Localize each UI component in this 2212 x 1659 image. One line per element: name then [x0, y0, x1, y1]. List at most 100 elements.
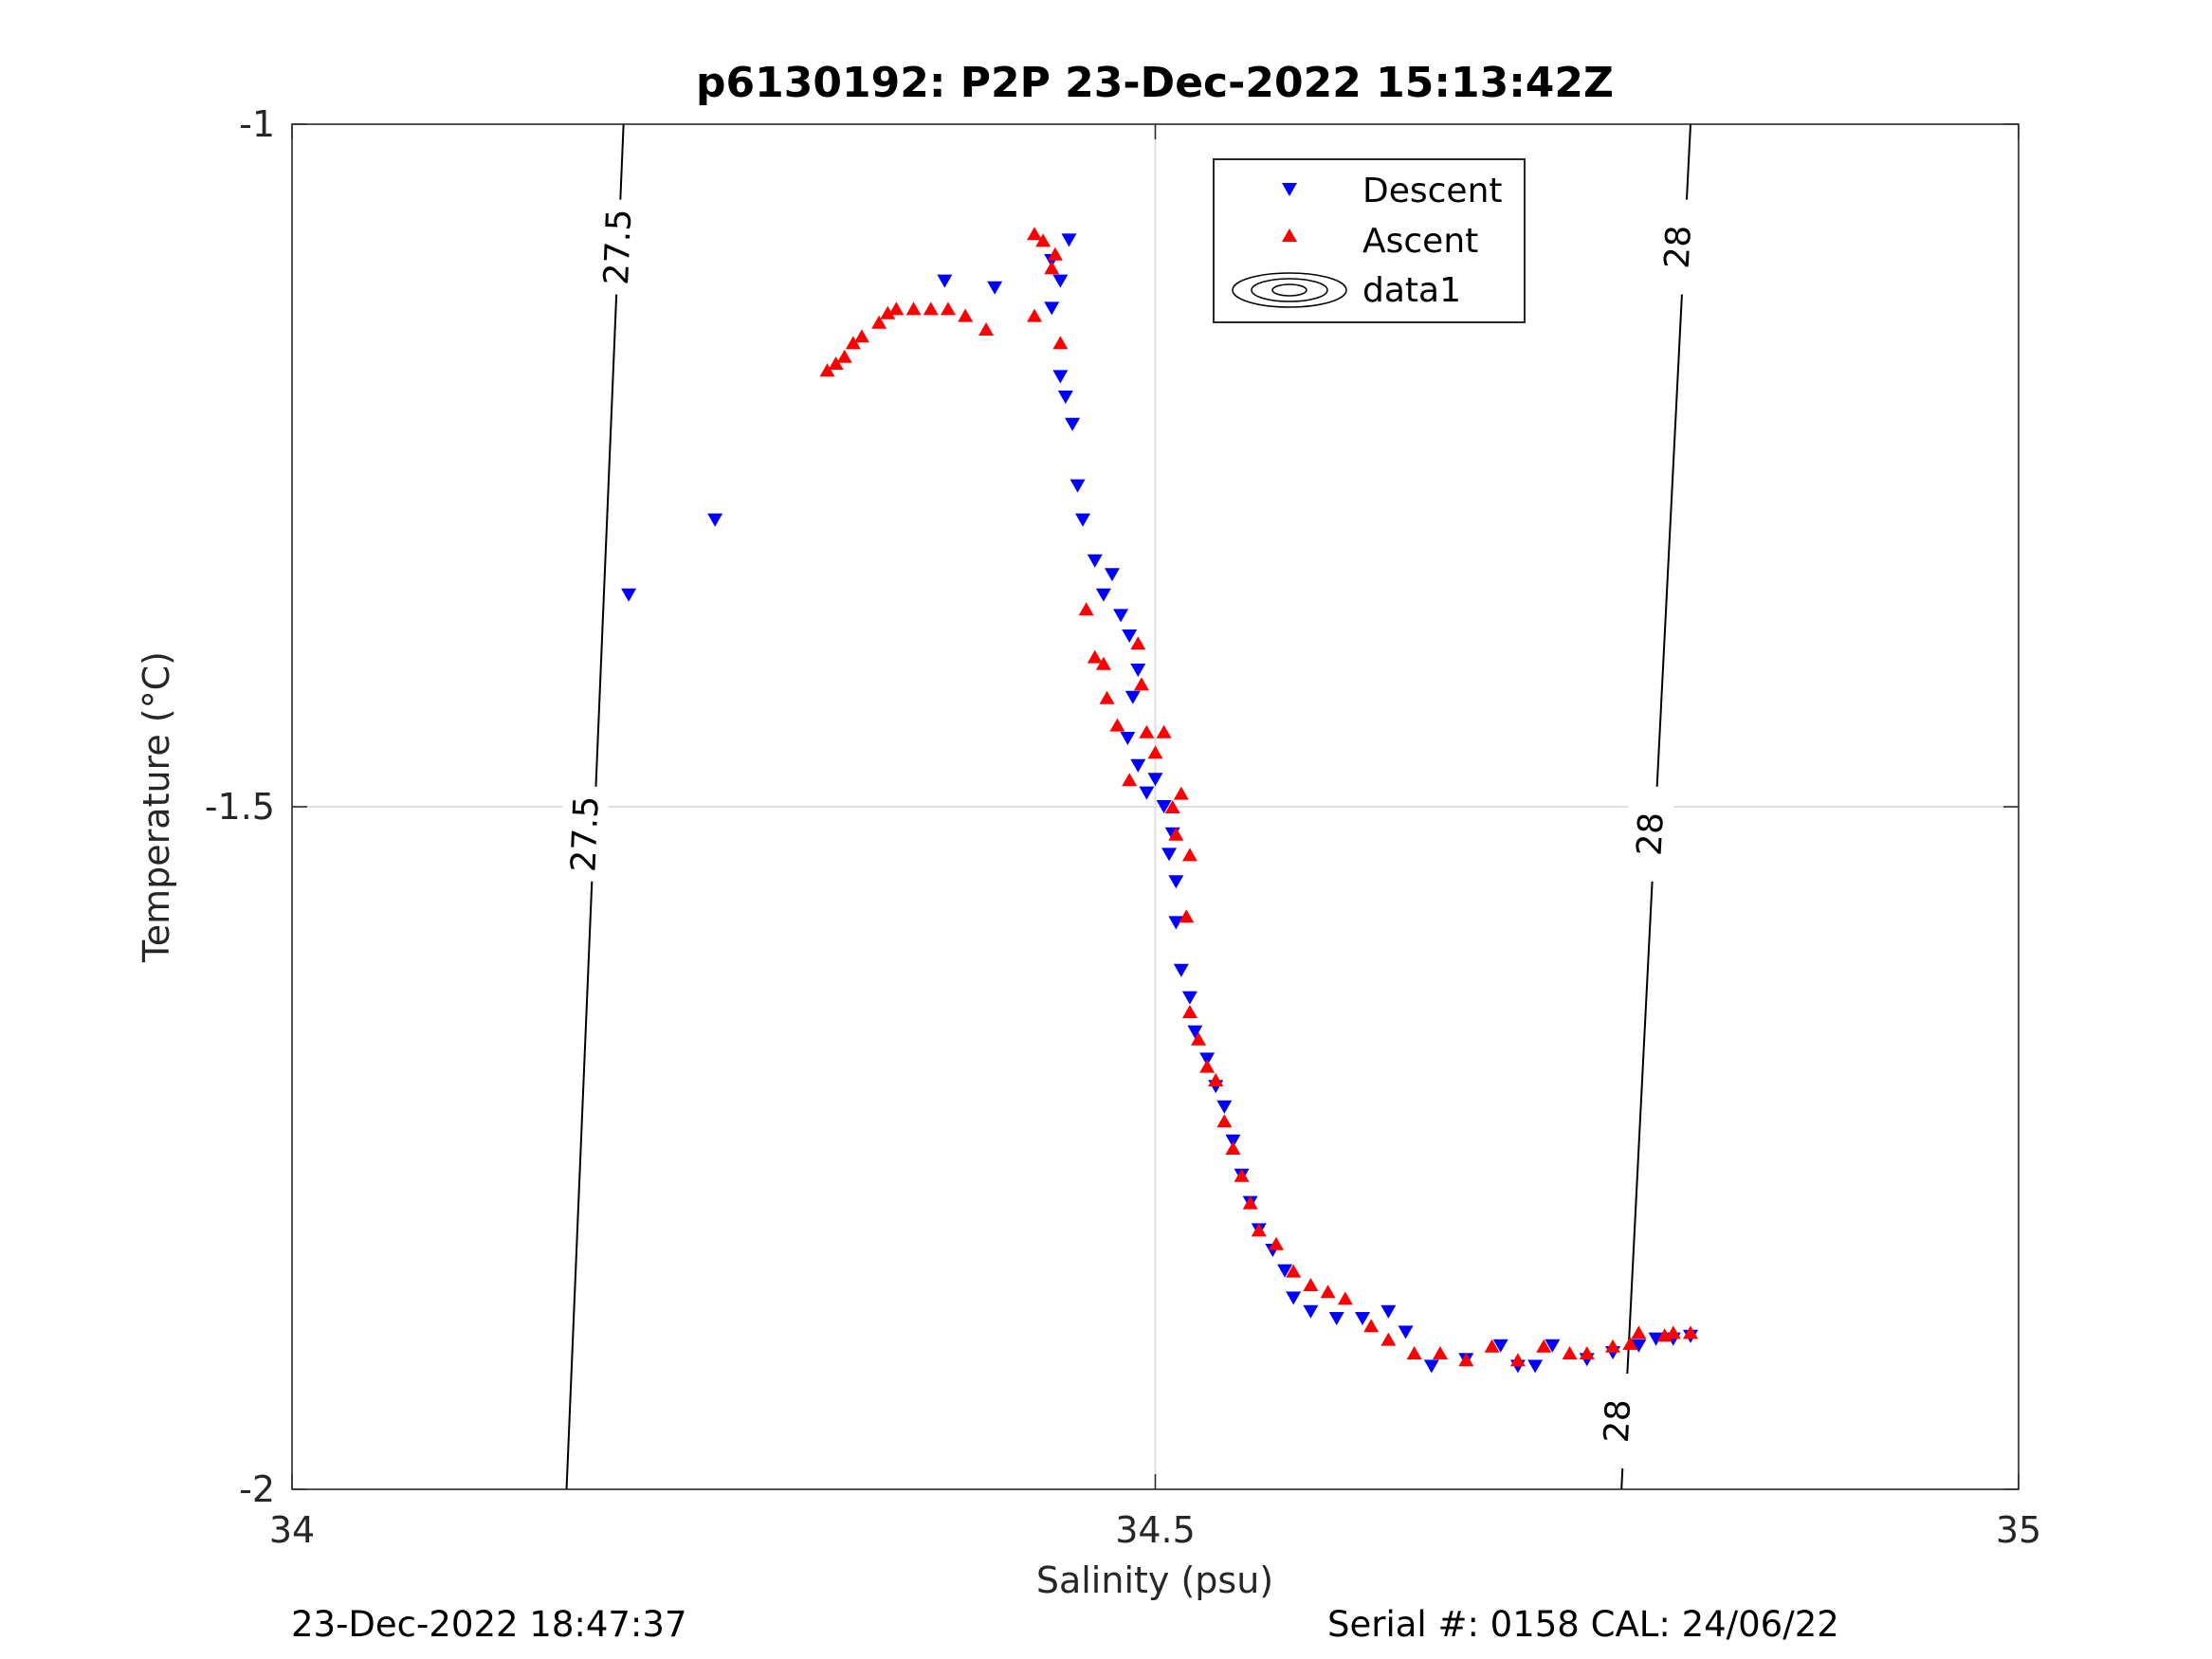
ascent-point: [1133, 677, 1149, 691]
descent-point: [1225, 1134, 1241, 1148]
descent-point: [1095, 588, 1111, 602]
descent-point: [1057, 391, 1073, 404]
descent-point: [1545, 1339, 1561, 1353]
ascent-point: [1536, 1339, 1552, 1353]
contour-label-gap: [1655, 199, 1702, 295]
descent-point: [1277, 1264, 1293, 1278]
descent-point: [1156, 800, 1172, 813]
ascent-point: [978, 322, 995, 336]
contour-label: 27.5: [564, 795, 606, 873]
x-tick-label: 34.5: [1115, 1509, 1196, 1551]
ascent-point: [1605, 1339, 1621, 1353]
descent-point: [1355, 1312, 1371, 1325]
ascent-point: [1099, 690, 1115, 704]
ascent-point: [1579, 1346, 1595, 1359]
y-tick-label: -1: [239, 103, 275, 145]
descent-point: [1065, 417, 1081, 431]
descent-point: [1380, 1304, 1397, 1319]
ascent-point: [1095, 656, 1111, 670]
ascent-point: [1216, 1114, 1233, 1128]
ascent-point: [1406, 1346, 1422, 1359]
descent-point: [1492, 1339, 1508, 1353]
ascent-point: [1156, 724, 1172, 738]
ascent-point: [1109, 718, 1125, 732]
descent-point: [1216, 1100, 1233, 1114]
descent-point: [1124, 690, 1141, 704]
ascent-point: [1122, 773, 1138, 787]
ascent-point: [1363, 1319, 1380, 1333]
legend-ascent-marker: [1282, 228, 1297, 242]
descent-point: [1147, 773, 1163, 787]
data-series: [621, 227, 1699, 1374]
ascent-point: [1179, 909, 1195, 923]
axis-ticks: 34 34.5 35 -1 -1.5 -2: [205, 103, 2041, 1551]
descent-point: [1173, 963, 1189, 977]
descent-point: [1122, 629, 1138, 643]
descent-point: [1181, 991, 1197, 1005]
legend-descent-marker: [1282, 183, 1297, 196]
ascent-point: [1225, 1141, 1241, 1155]
ascent-point: [1044, 261, 1060, 275]
descent-point: [1087, 554, 1103, 568]
ascent-point: [1509, 1353, 1526, 1367]
descent-point: [1423, 1359, 1439, 1374]
descent-point: [1286, 1291, 1302, 1305]
ascent-point: [888, 301, 905, 316]
y-axis-label: Temperature (°C): [136, 651, 177, 963]
legend-box: [1213, 158, 1526, 323]
ascent-point: [1665, 1325, 1681, 1340]
ascent-point: [1052, 336, 1069, 350]
ascent-point: [1234, 1168, 1250, 1182]
chart-title: p6130192: P2P 23-Dec-2022 15:13:42Z: [696, 59, 1614, 107]
ascent-point: [1432, 1346, 1448, 1359]
ascent-point: [1078, 602, 1094, 616]
ascent-point: [1208, 1073, 1224, 1086]
descent-point: [1527, 1359, 1544, 1374]
ascent-point: [1303, 1278, 1319, 1291]
ascent-point: [1181, 848, 1197, 862]
ascent-point: [1337, 1291, 1353, 1305]
contour-label-gap: [595, 199, 642, 295]
ascent-point: [871, 315, 887, 329]
descent-point: [1161, 848, 1178, 862]
ascent-point: [1147, 745, 1163, 759]
ascent-point: [940, 301, 956, 316]
descent-point: [1052, 274, 1069, 288]
legend: Descent Ascent data1: [1213, 158, 1526, 323]
descent-point: [1069, 479, 1086, 493]
descent-point: [1130, 664, 1146, 677]
contour-label-gap: [1628, 786, 1674, 882]
contour-label-gap: [1595, 1374, 1641, 1468]
descent-point: [1139, 786, 1155, 800]
ascent-point: [1631, 1325, 1647, 1340]
descent-point: [1398, 1325, 1414, 1340]
ascent-point: [1622, 1336, 1638, 1350]
descent-point: [1187, 1025, 1203, 1039]
ascent-point: [853, 329, 869, 343]
contour-label: 28: [1598, 1398, 1638, 1444]
ascent-point: [1268, 1236, 1284, 1250]
descent-point: [987, 281, 1003, 295]
descent-point: [1075, 513, 1091, 527]
descent-point: [1044, 301, 1060, 316]
y-tick-label: -1.5: [205, 786, 275, 828]
legend-descent-label: Descent: [1362, 172, 1503, 210]
x-tick-label: 35: [1996, 1509, 2041, 1551]
ascent-point: [1199, 1059, 1216, 1073]
legend-ascent-label: Ascent: [1362, 222, 1478, 261]
descent-point: [1168, 875, 1184, 889]
descent-point: [1631, 1339, 1647, 1353]
ascent-point: [1380, 1332, 1397, 1346]
descent-point: [1168, 916, 1184, 930]
descent-point: [1052, 370, 1069, 384]
descent-point: [1120, 732, 1136, 745]
ascent-point: [1173, 786, 1189, 800]
ascent-point: [1047, 246, 1063, 261]
ascent-point: [1286, 1264, 1302, 1278]
ascent-point: [1683, 1325, 1699, 1340]
ascent-point: [828, 356, 844, 370]
contour-label-gap: [562, 786, 609, 882]
ascent-point: [1168, 827, 1184, 841]
descent-point: [1199, 1052, 1216, 1066]
